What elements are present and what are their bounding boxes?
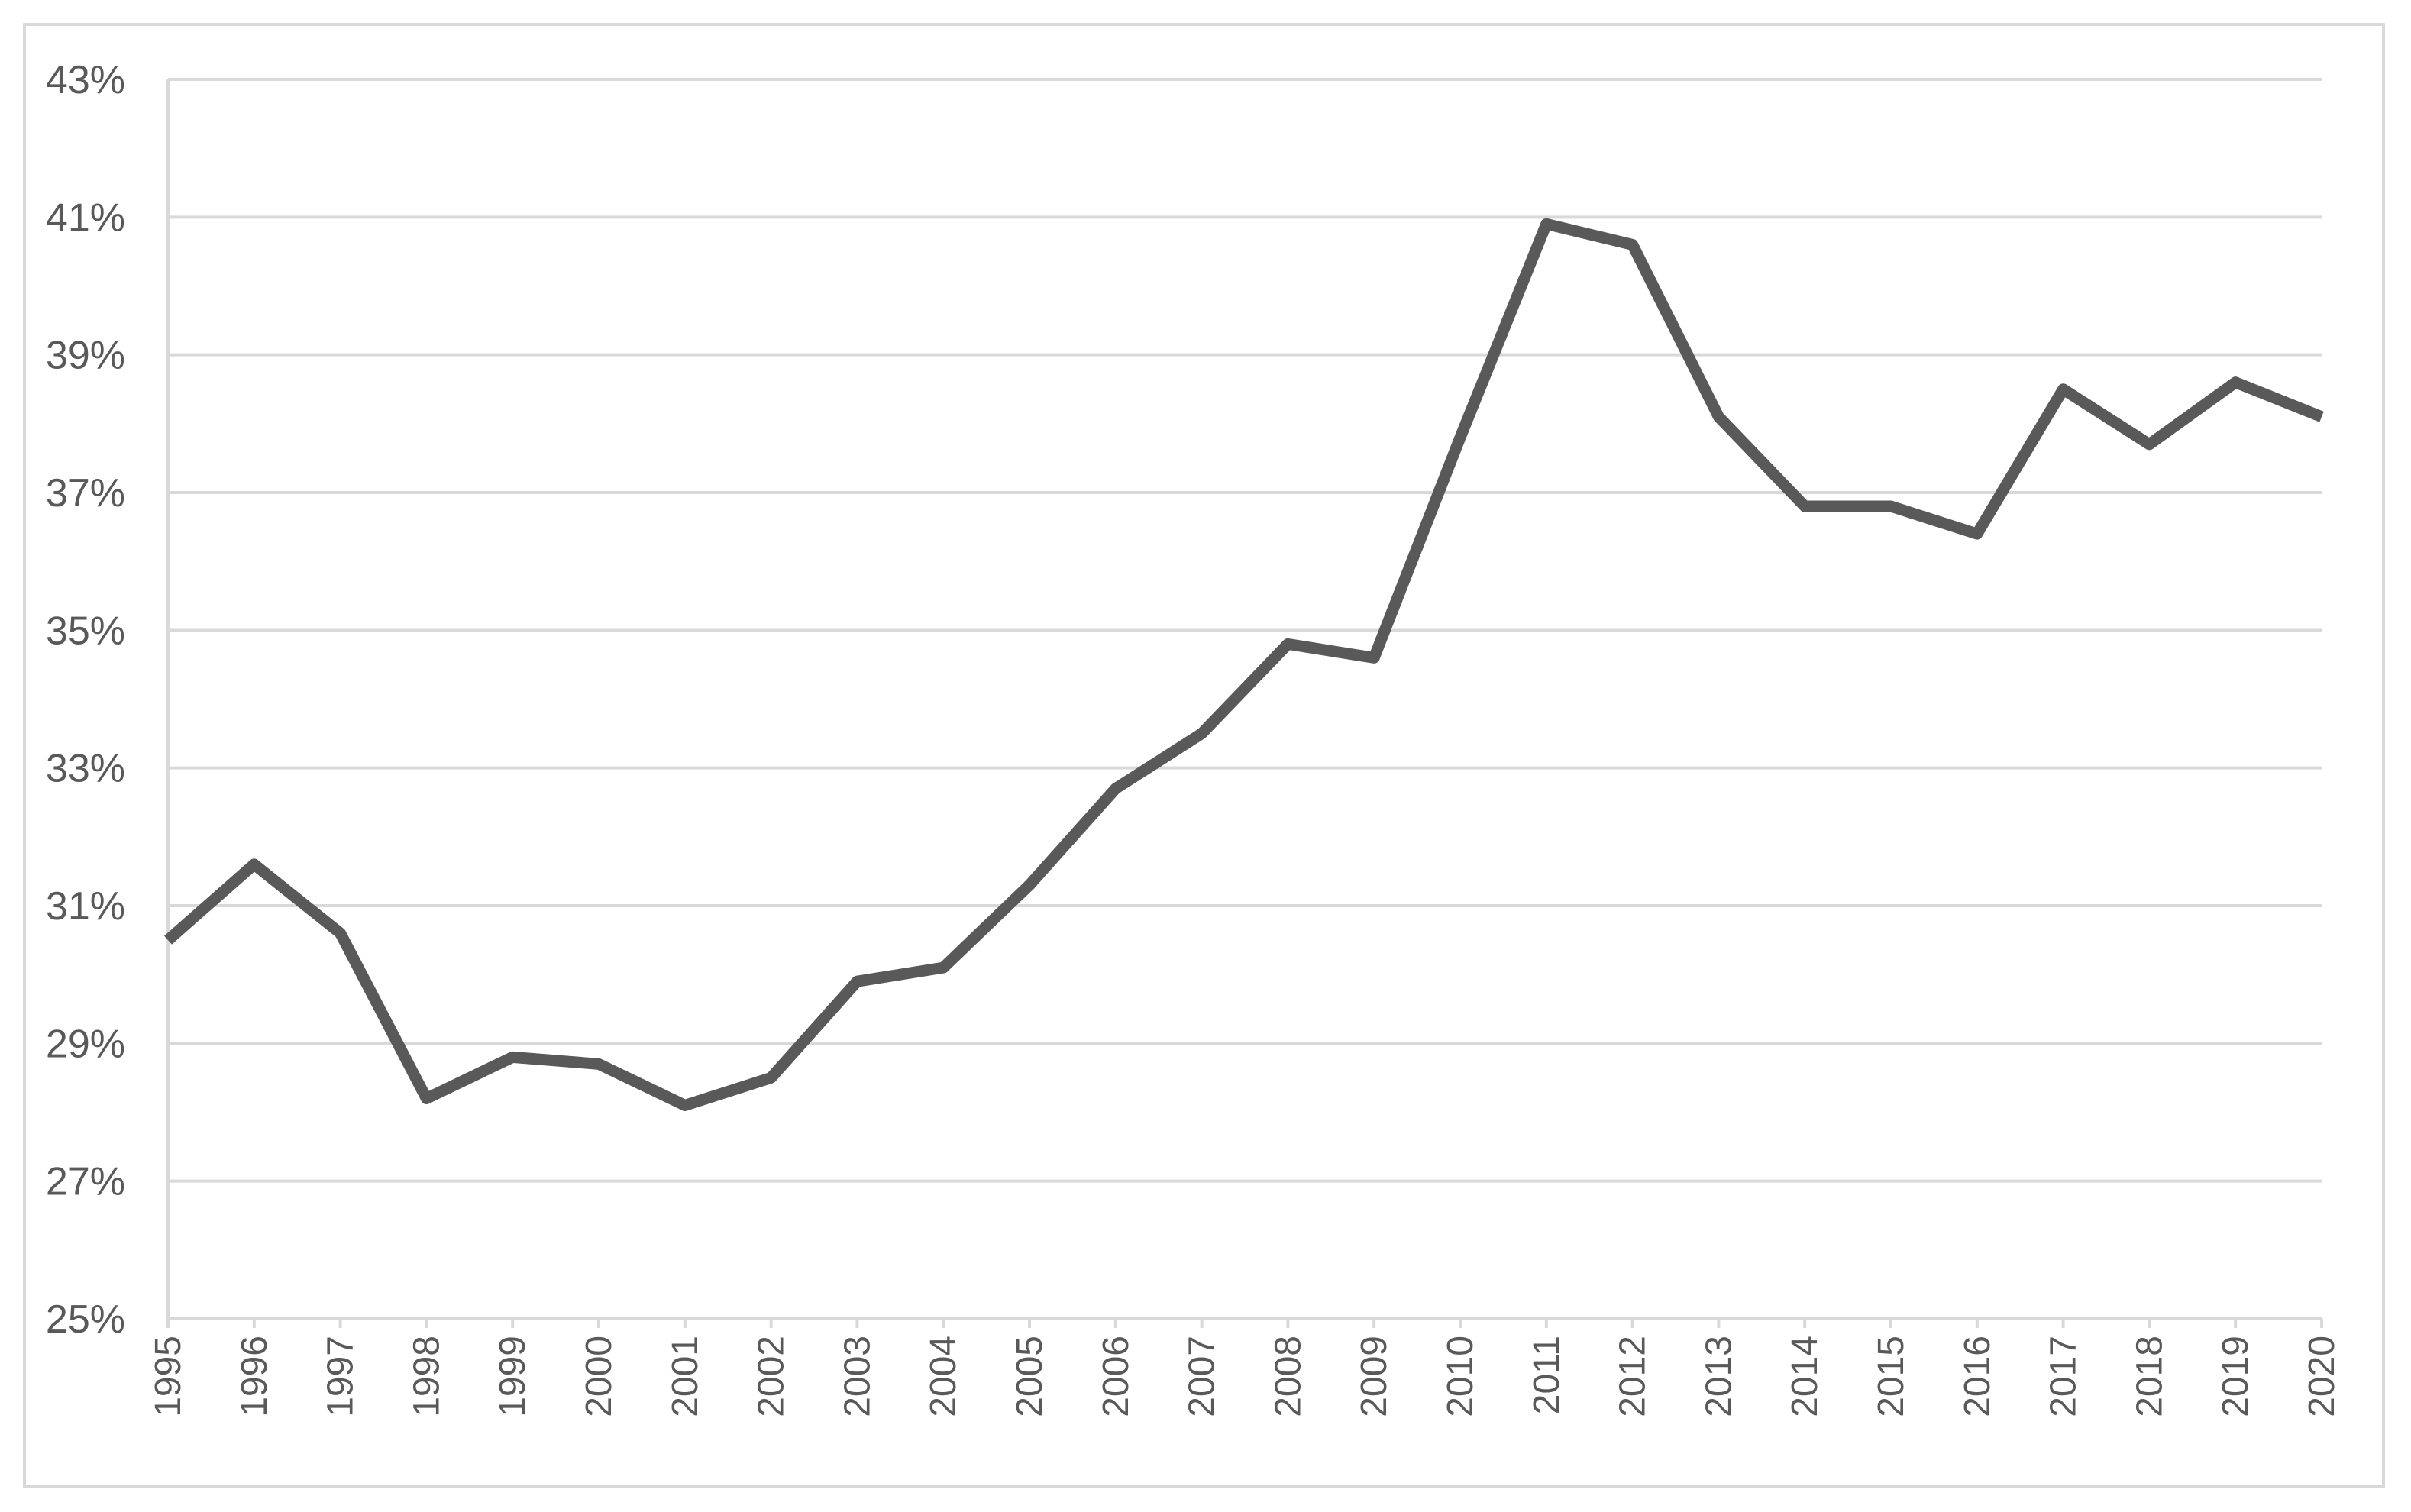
- x-tick-label: 2001: [665, 1336, 706, 1417]
- y-tick-label: 43%: [46, 58, 125, 102]
- x-tick-label: 2012: [1613, 1336, 1653, 1417]
- x-tick-label: 2020: [2302, 1336, 2342, 1417]
- x-tick-label: 1997: [321, 1336, 361, 1417]
- x-tick-label: 2007: [1182, 1336, 1223, 1417]
- y-tick-label: 35%: [46, 609, 125, 653]
- x-tick-label: 2009: [1354, 1336, 1395, 1417]
- series-line: [164, 218, 2324, 1111]
- x-tick-label: 2000: [579, 1336, 619, 1417]
- x-tick-label: 1996: [234, 1336, 275, 1417]
- y-tick-label: 41%: [46, 195, 125, 240]
- x-tick-label: 2013: [1698, 1336, 1739, 1417]
- x-tick-label: 2003: [837, 1336, 877, 1417]
- x-tick-label: 2017: [2044, 1336, 2084, 1417]
- y-tick-label: 39%: [46, 334, 125, 378]
- x-tick-label: 2008: [1268, 1336, 1308, 1417]
- x-tick-label: 2014: [1785, 1336, 1825, 1417]
- y-tick-label: 33%: [46, 747, 125, 791]
- x-tick-label: 2004: [923, 1336, 964, 1417]
- x-tick-label: 2010: [1440, 1336, 1481, 1417]
- y-tick-label: 37%: [46, 471, 125, 515]
- x-axis-tick-labels: 1995 1996 1997 1998 1999 2000 2001 2002 2003 2004…: [148, 1336, 2342, 1417]
- x-tick-label: 2002: [751, 1336, 792, 1417]
- series-layer: [164, 218, 2324, 1111]
- x-tick-label: 2006: [1096, 1336, 1136, 1417]
- line-chart: 25%27%29%31%33%35%37%39%41%43% 1995 1996 1…: [46, 58, 2342, 1417]
- x-tick-label: 2016: [1957, 1336, 1998, 1417]
- y-tick-label: 25%: [46, 1297, 125, 1342]
- x-tick-label: 2019: [2215, 1336, 2256, 1417]
- x-tick-label: 2015: [1871, 1336, 1912, 1417]
- x-tick-label: 1998: [406, 1336, 447, 1417]
- x-tick-label: 1995: [148, 1336, 189, 1417]
- x-tick-label: 2005: [1010, 1336, 1050, 1417]
- y-axis-tick-labels: 25% 27% 29% 31% 33% 35% 37% 39% 41% 43%: [46, 58, 125, 1342]
- x-tick-label: 1999: [493, 1336, 533, 1417]
- gridlines: [168, 78, 2322, 1183]
- axes: [166, 79, 2323, 1328]
- chart-frame: 25% 27% 29% 31% 33% 35% 37% 39% 41% 43% 1995 1996 1…: [23, 23, 2385, 1488]
- x-tick-label: 2018: [2129, 1336, 2170, 1417]
- y-tick-label: 31%: [46, 884, 125, 929]
- y-tick-label: 29%: [46, 1022, 125, 1066]
- x-tick-label: 2011: [1527, 1336, 1567, 1414]
- y-tick-label: 27%: [46, 1160, 125, 1204]
